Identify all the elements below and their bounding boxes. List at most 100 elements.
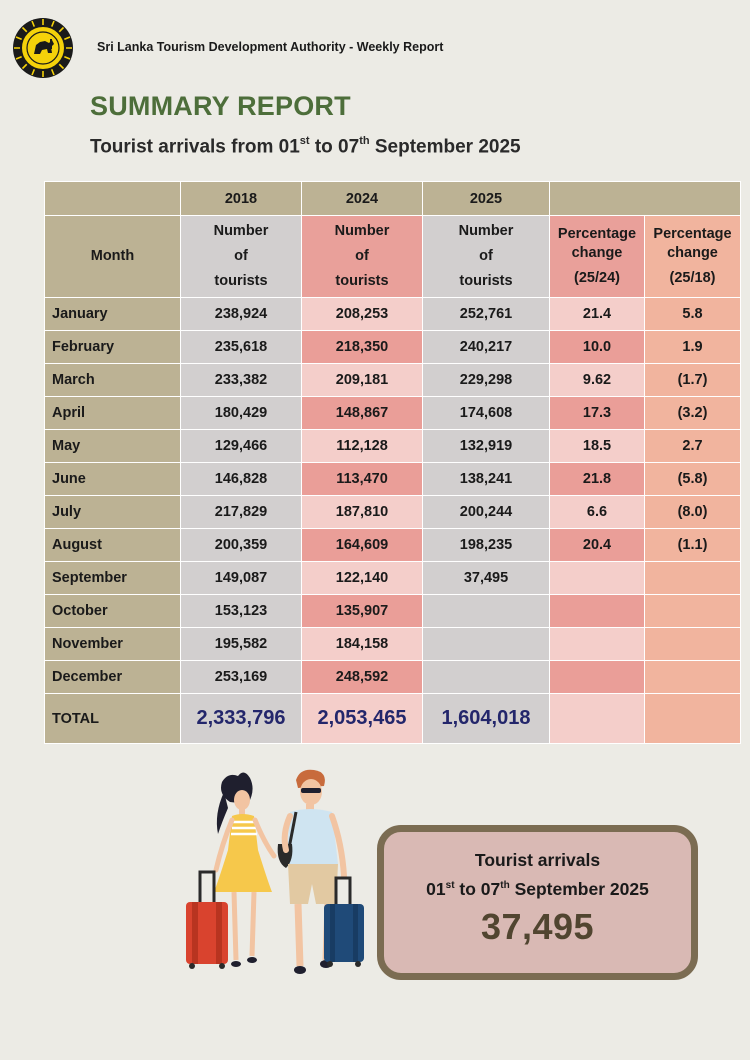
pct-25-24-cell: 10.0 (549, 330, 645, 364)
pct-25-18-cell: 5.8 (644, 297, 741, 331)
year-header-row: 2018 2024 2025 (44, 181, 741, 216)
travel-couple-illustration-icon (186, 769, 364, 974)
count-header-line: tourists (335, 273, 389, 289)
pct-25-18-cell: (5.8) (644, 462, 741, 496)
pct-25-24-cell (549, 594, 645, 628)
page-title: SUMMARY REPORT (90, 91, 351, 121)
count-2025-cell: 200,244 (422, 495, 550, 529)
count-2025-cell (422, 660, 550, 694)
sltda-logo-icon (13, 18, 73, 78)
total-label-cell: TOTAL (44, 693, 181, 744)
pct-25-18-cell (644, 627, 741, 661)
month-cell: November (44, 627, 181, 661)
count-header-line: tourists (214, 273, 268, 289)
pct-25-24-cell (549, 660, 645, 694)
count-2024-cell: 164,609 (301, 528, 423, 562)
count-2025-cell: 174,608 (422, 396, 550, 430)
table-row: December 253,169 248,592 (44, 660, 741, 694)
count-header-line: of (234, 248, 248, 264)
pct-25-18-cell: (3.2) (644, 396, 741, 430)
subtitle-suffix: September 2025 (369, 136, 521, 158)
pct-header-line: Percentage (557, 226, 637, 242)
pct-25-24-cell: 6.6 (549, 495, 645, 529)
summary-box-range: 01st to 07th September 2025 (384, 879, 691, 900)
pct-25-24-cell: 20.4 (549, 528, 645, 562)
column-header-row: Month Number of tourists Number of tourists … (44, 215, 741, 298)
count-2024-cell: 122,140 (301, 561, 423, 595)
count-2024-cell: 208,253 (301, 297, 423, 331)
pct-header-25-18: Percentage change (25/18) (644, 215, 741, 298)
count-header-2024: Number of tourists (301, 215, 423, 298)
summary-range-prefix: 01 (426, 879, 446, 899)
table-row: August 200,359 164,609 198,235 20.4 (1.1) (44, 528, 741, 562)
table-row: January 238,924 208,253 252,761 21.4 5.8 (44, 297, 741, 331)
table-row: February 235,618 218,350 240,217 10.0 1.9 (44, 330, 741, 364)
pct-25-18-cell (644, 660, 741, 694)
count-2024-cell: 112,128 (301, 429, 423, 463)
count-2025-cell: 198,235 (422, 528, 550, 562)
count-2024-cell: 248,592 (301, 660, 423, 694)
month-cell: May (44, 429, 181, 463)
pct-25-18-cell: (1.1) (644, 528, 741, 562)
year-2025-header: 2025 (422, 181, 550, 216)
total-pct-25-24-cell (549, 693, 645, 744)
table-row: March 233,382 209,181 229,298 9.62 (1.7) (44, 363, 741, 397)
year-blank-cell (44, 181, 181, 216)
weekly-arrivals-summary-box: Tourist arrivals 01st to 07th September … (377, 825, 698, 980)
count-2024-cell: 135,907 (301, 594, 423, 628)
subtitle-sup-th: th (359, 135, 370, 147)
count-2018-cell: 235,618 (180, 330, 302, 364)
count-2024-cell: 184,158 (301, 627, 423, 661)
count-header-2018: Number of tourists (180, 215, 302, 298)
count-2018-cell: 217,829 (180, 495, 302, 529)
pct-25-18-cell: (8.0) (644, 495, 741, 529)
count-2024-cell: 187,810 (301, 495, 423, 529)
count-2025-cell: 37,495 (422, 561, 550, 595)
count-2018-cell: 180,429 (180, 396, 302, 430)
pct-header-line: change (667, 245, 718, 261)
month-cell: October (44, 594, 181, 628)
total-2025-cell: 1,604,018 (422, 693, 550, 744)
pct-25-18-cell (644, 594, 741, 628)
month-cell: September (44, 561, 181, 595)
count-header-line: Number (334, 223, 390, 239)
table-row: September 149,087 122,140 37,495 (44, 561, 741, 595)
page-subtitle: Tourist arrivals from 01st to 07th Septe… (90, 135, 521, 158)
pct-25-24-cell (549, 561, 645, 595)
table-row: October 153,123 135,907 (44, 594, 741, 628)
count-2018-cell: 233,382 (180, 363, 302, 397)
pct-25-24-cell (549, 627, 645, 661)
table-row: April 180,429 148,867 174,608 17.3 (3.2) (44, 396, 741, 430)
table-row: November 195,582 184,158 (44, 627, 741, 661)
total-row: TOTAL 2,333,796 2,053,465 1,604,018 (44, 693, 741, 744)
pct-header-line: (25/24) (574, 270, 620, 286)
summary-range-sup-st: st (445, 880, 455, 892)
month-cell: August (44, 528, 181, 562)
count-2025-cell (422, 594, 550, 628)
subtitle-sup-st: st (299, 135, 310, 147)
subtitle-prefix: Tourist arrivals from 01 (90, 136, 300, 158)
pct-25-18-cell (644, 561, 741, 595)
pct-25-24-cell: 21.8 (549, 462, 645, 496)
count-2018-cell: 253,169 (180, 660, 302, 694)
count-2024-cell: 113,470 (301, 462, 423, 496)
count-2018-cell: 238,924 (180, 297, 302, 331)
pct-header-line: Percentage (653, 226, 732, 242)
count-header-line: Number (213, 223, 269, 239)
count-2024-cell: 218,350 (301, 330, 423, 364)
count-2024-cell: 148,867 (301, 396, 423, 430)
count-header-line: Number (458, 223, 514, 239)
year-pct-blank-cell (549, 181, 741, 216)
count-2025-cell: 229,298 (422, 363, 550, 397)
report-header: Sri Lanka Tourism Development Authority … (97, 40, 444, 54)
month-cell: July (44, 495, 181, 529)
arrivals-table: 2018 2024 2025 Month Number of tourists Nu… (44, 181, 741, 744)
month-cell: March (44, 363, 181, 397)
pct-header-line: (25/18) (669, 270, 716, 286)
table-row: May 129,466 112,128 132,919 18.5 2.7 (44, 429, 741, 463)
pct-25-24-cell: 21.4 (549, 297, 645, 331)
pct-25-18-cell: (1.7) (644, 363, 741, 397)
table-row: July 217,829 187,810 200,244 6.6 (8.0) (44, 495, 741, 529)
count-header-line: of (479, 248, 493, 264)
pct-25-24-cell: 17.3 (549, 396, 645, 430)
